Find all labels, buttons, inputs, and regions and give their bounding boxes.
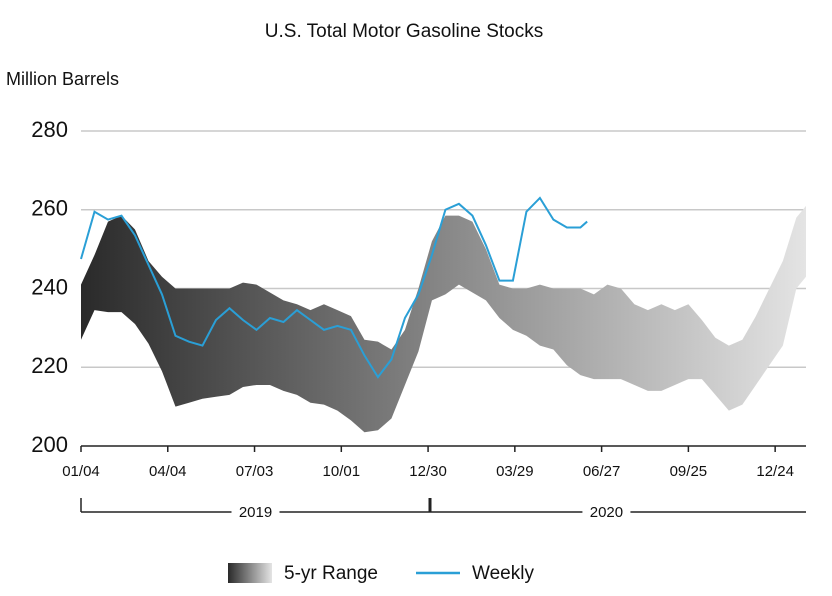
range-band bbox=[81, 205, 806, 433]
x-tick-label: 01/04 bbox=[62, 463, 100, 480]
year-label-bg bbox=[231, 503, 280, 521]
y-tick-label: 240 bbox=[31, 274, 68, 299]
x-tick-label: 04/04 bbox=[149, 463, 187, 480]
legend-swatch bbox=[228, 563, 272, 583]
x-tick-label: 09/25 bbox=[670, 463, 708, 480]
weekly-line bbox=[80, 196, 588, 379]
x-tick-label: 12/24 bbox=[756, 463, 794, 480]
year-label: 2020 bbox=[590, 504, 623, 521]
x-tick-label: 06/27 bbox=[583, 463, 621, 480]
year-label-bg bbox=[582, 503, 631, 521]
y-tick-label: 280 bbox=[31, 117, 68, 142]
x-tick-label: 10/01 bbox=[323, 463, 361, 480]
y-axis-label: Million Barrels bbox=[6, 69, 119, 89]
chart-title: U.S. Total Motor Gasoline Stocks bbox=[265, 21, 543, 42]
legend-label: Weekly bbox=[472, 563, 534, 584]
legend-label: 5-yr Range bbox=[284, 563, 378, 584]
year-label: 2019 bbox=[239, 504, 272, 521]
x-tick-label: 07/03 bbox=[236, 463, 274, 480]
y-tick-label: 260 bbox=[31, 196, 68, 221]
y-tick-label: 200 bbox=[31, 432, 68, 457]
y-tick-label: 220 bbox=[31, 353, 68, 378]
x-tick-label: 03/29 bbox=[496, 463, 534, 480]
x-tick-label: 12/30 bbox=[409, 463, 447, 480]
